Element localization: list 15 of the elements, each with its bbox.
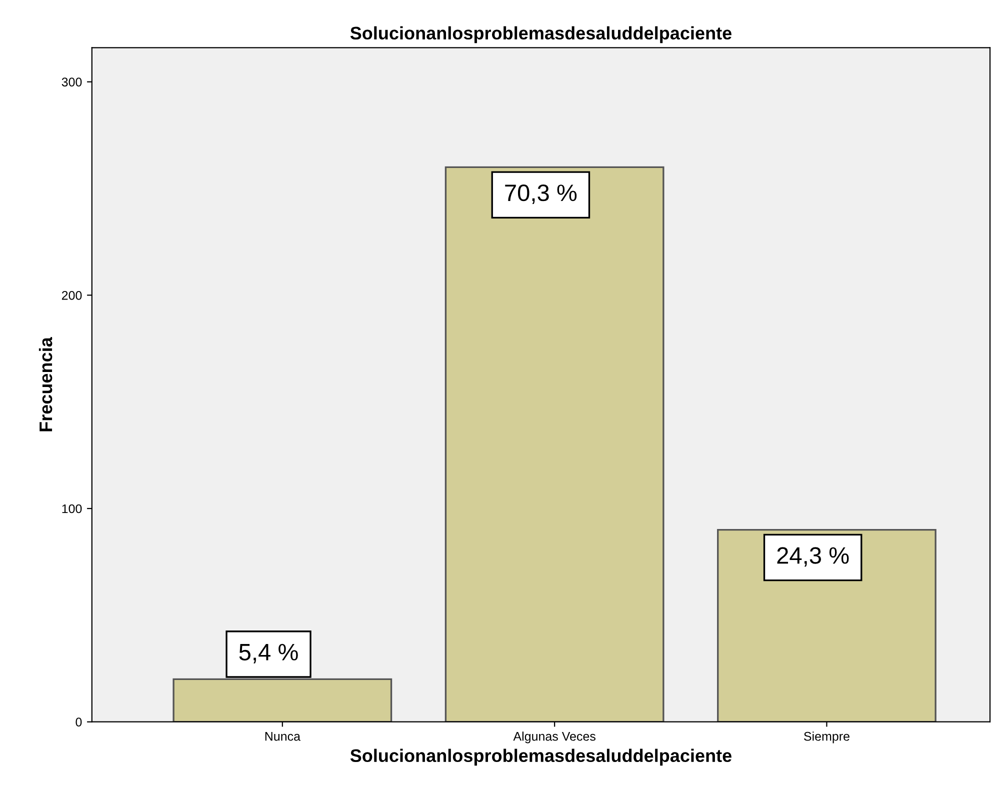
x-tick-label: Algunas Veces bbox=[513, 732, 596, 744]
annotation: 24,3 % bbox=[777, 547, 849, 567]
y-tick-label: 200 bbox=[62, 290, 82, 300]
bar bbox=[444, 166, 664, 722]
x-axis-title: Solucionanlosproblemasdesaluddelpaciente bbox=[350, 748, 732, 766]
y-axis-title: Frecuencia bbox=[38, 336, 52, 432]
x-tick-label: Siempre bbox=[804, 732, 850, 744]
annotation: 5,4 % bbox=[239, 644, 298, 664]
y-tick-label: 0 bbox=[76, 718, 82, 727]
bar bbox=[172, 678, 392, 722]
y-tick-label: 100 bbox=[62, 504, 82, 514]
chart-title: Solucionanlosproblemasdesaluddelpaciente bbox=[350, 26, 732, 44]
annotation: 70,3 % bbox=[505, 184, 577, 204]
y-tick-label: 300 bbox=[62, 78, 82, 86]
x-tick-label: Nunca bbox=[265, 732, 300, 741]
